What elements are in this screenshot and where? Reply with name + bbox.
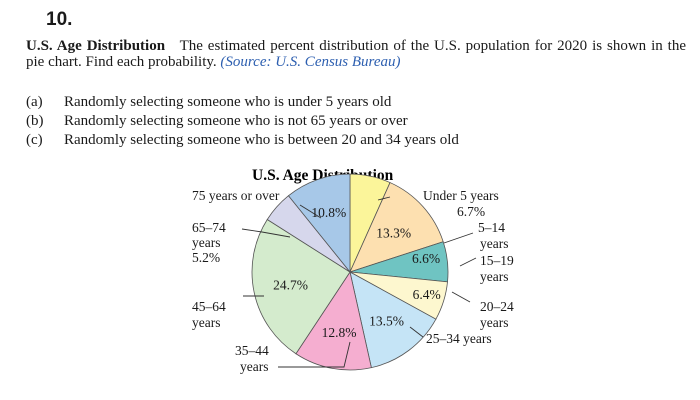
leader-under5 [377,196,391,201]
part-a: (a) Randomly selecting someone who is und… [26,93,459,112]
slice-label-25-34-years: 13.5% [369,314,404,329]
slice-label-35-44-years: 12.8% [322,325,357,340]
problem-source: (Source: U.S. Census Bureau) [220,54,401,70]
slice-label-45-64-years: 24.7% [273,278,308,293]
label-under5-name: Under 5 years [423,188,499,203]
question-number: 10. [46,9,73,30]
label-65-74-pct: 5.2% [192,250,220,265]
leader-25-34 [409,326,424,338]
outside-labels: 75 years or over Under 5 years 6.7% 5–14… [192,188,514,374]
problem-text: The estimated percent distribution of th… [26,38,687,70]
leader-15-19 [459,257,477,267]
label-20-24-l1: 20–24 [480,299,514,314]
part-c: (c) Randomly selecting someone who is bet… [26,131,459,150]
label-5-14-l1: 5–14 [478,220,505,235]
part-a-label: (a) [26,94,43,110]
leader-20-24 [451,291,471,303]
slice-labels: 13.3%6.6% 6.4% 13.5% 12.8% 24.7% 10.8% [273,205,441,340]
label-20-24-l2: years [480,315,508,330]
slice-label-15-19-years: 6.6% [412,251,440,266]
leader-5-14 [443,232,474,244]
leader-75-over [299,204,322,219]
problem-title: U.S. Age Distribution [26,38,166,54]
leader-lines [241,196,477,368]
label-65-74-l1: 65–74 [192,220,226,235]
slice-25-34-years [349,271,437,369]
part-a-text: Randomly selecting someone who is under … [64,94,392,110]
label-75-over: 75 years or over [192,188,280,203]
slice-label-20-24-years: 6.4% [413,287,441,302]
leader-35-44 [278,341,351,368]
label-35-44-l2: years [240,359,268,374]
slice-label-75-years-or-over: 10.8% [311,205,346,220]
slice-35-44-years [295,270,372,371]
label-45-64-l1: 45–64 [192,299,226,314]
leader-65-74 [241,228,291,238]
label-15-19-l2: years [480,269,508,284]
part-c-text: Randomly selecting someone who is betwee… [64,132,459,148]
label-15-19-l1: 15–19 [480,253,514,268]
pie-slices [251,173,449,371]
slice-45-64-years [251,218,351,355]
part-b-label: (b) [26,113,44,129]
part-b: (b) Randomly selecting someone who is not… [26,112,459,131]
slice-5-14-years [349,182,444,273]
label-65-74-l2: years [192,235,220,250]
part-b-text: Randomly selecting someone who is not 65… [64,113,408,129]
slice-label-5-14-years: 13.3% [376,226,411,241]
label-25-34: 25–34 years [426,331,492,346]
problem-parts: (a) Randomly selecting someone who is und… [26,93,459,150]
slice-75-years-or-over [287,173,351,274]
label-under5-pct: 6.7% [457,204,485,219]
label-35-44-l1: 35–44 [235,343,269,358]
label-45-64-l2: years [192,315,220,330]
part-c-label: (c) [26,132,43,148]
label-5-14-l2: years [480,236,508,251]
problem-intro: U.S. Age Distribution The estimated perc… [26,38,686,70]
